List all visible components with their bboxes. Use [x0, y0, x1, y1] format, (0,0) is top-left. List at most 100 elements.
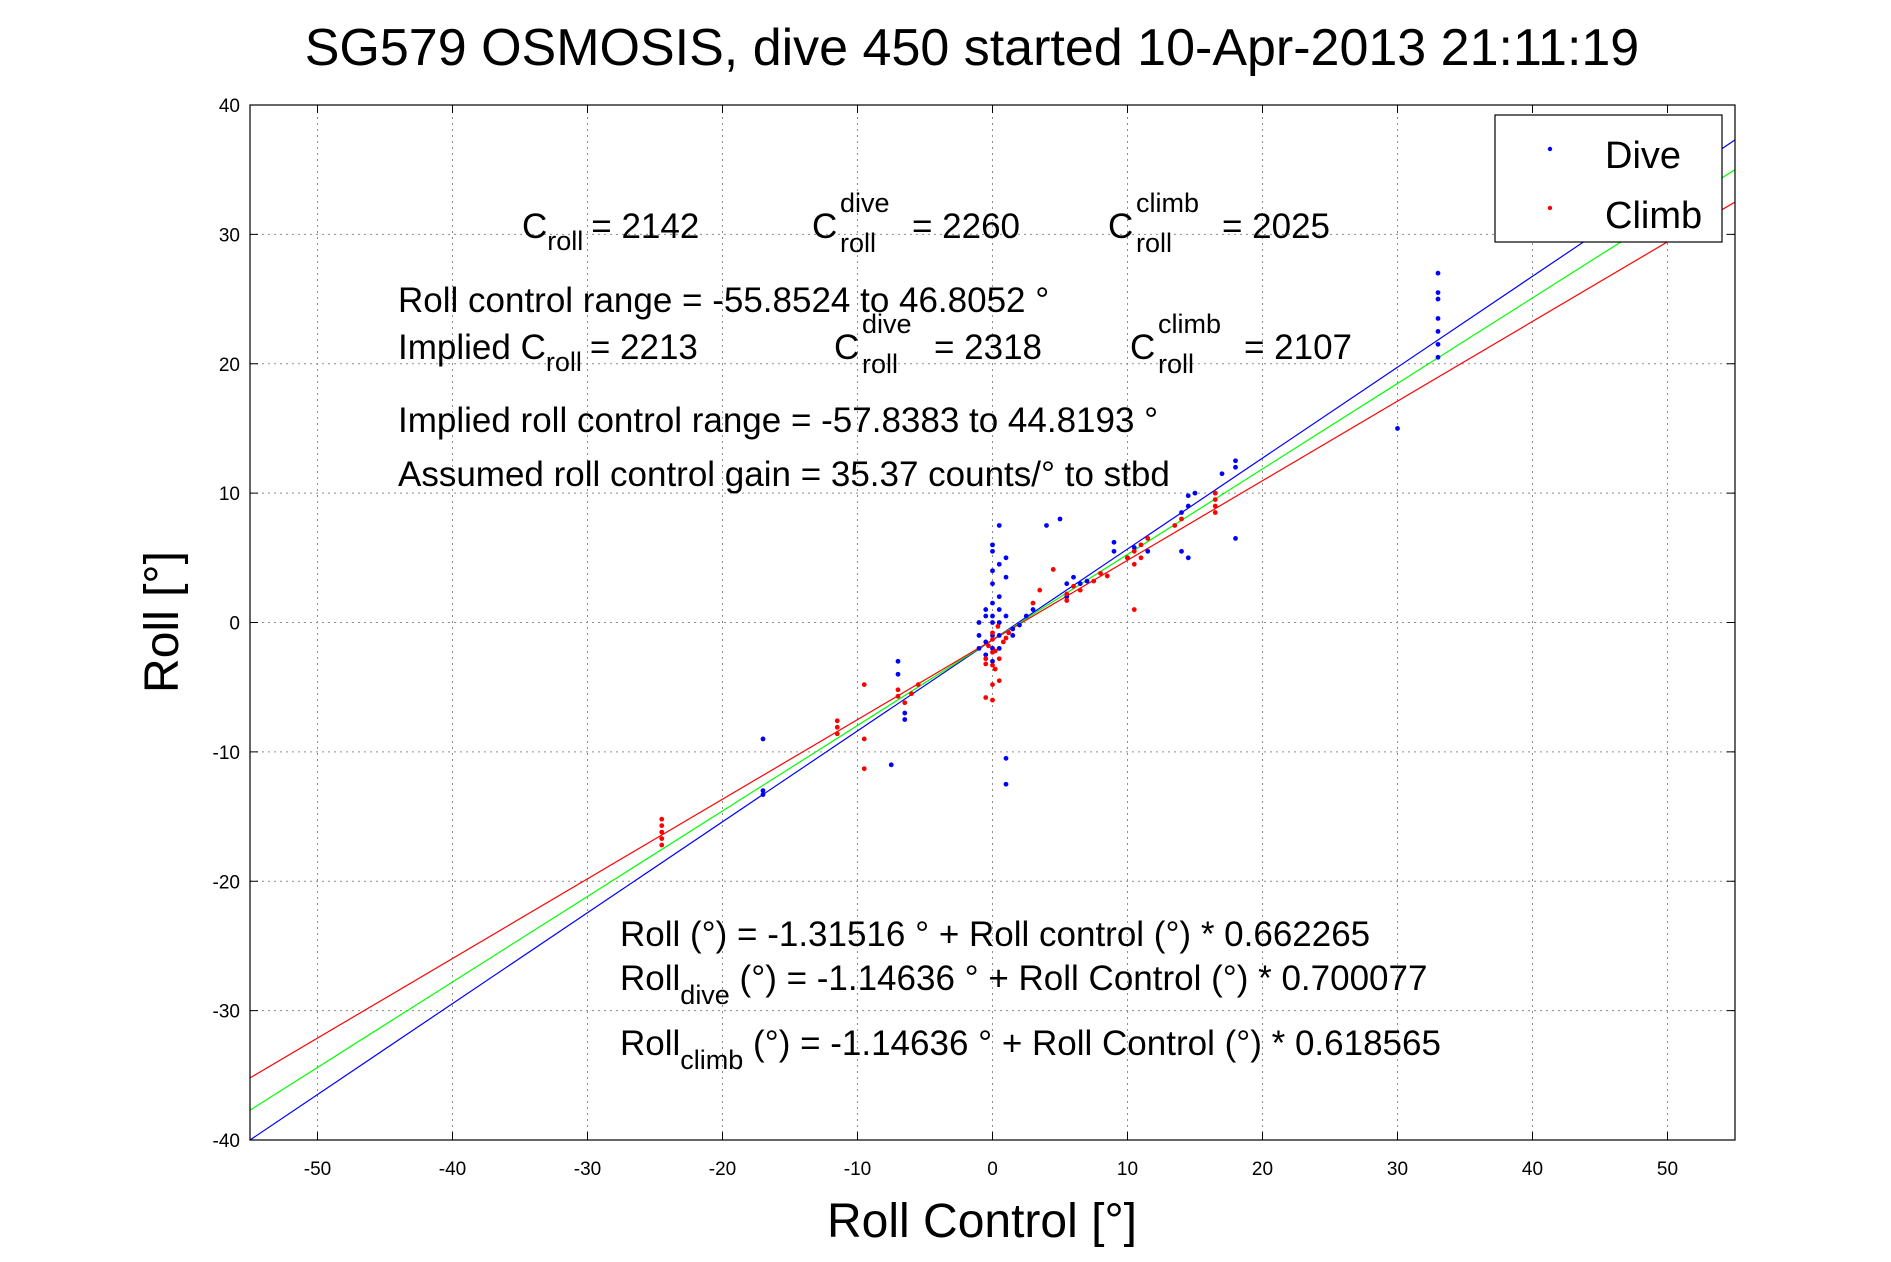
- implied-c-roll-dive-main: C: [834, 328, 859, 367]
- eq-climb-sub: climb: [680, 1045, 743, 1075]
- y-axis-label: Roll [°]: [136, 551, 189, 693]
- dive-point: [1003, 613, 1009, 619]
- x-tick-label: -10: [844, 1159, 871, 1180]
- climb-point: [915, 682, 921, 687]
- dive-point: [1179, 510, 1184, 515]
- climb-point: [659, 816, 665, 822]
- implied-c-roll-main: C: [521, 328, 546, 367]
- legend-box: [1494, 114, 1723, 243]
- dive-point: [990, 568, 995, 574]
- fit-equation-climb: Rollclimb (°) = -1.14636 ° + Roll Contro…: [620, 1024, 1441, 1075]
- c-roll-sub: roll: [547, 226, 583, 256]
- climb-point: [983, 695, 989, 700]
- c-roll-annotation: Croll = 2142: [522, 207, 699, 256]
- chart-title: SG579 OSMOSIS, dive 450 started 10-Apr-2…: [305, 19, 1639, 77]
- implied-c-roll-climb-main: C: [1130, 328, 1155, 367]
- climb-point: [1131, 561, 1137, 567]
- dive-point: [996, 633, 1002, 638]
- data-points: [659, 270, 1441, 848]
- y-tick-label: 30: [219, 225, 240, 246]
- dive-point: [1179, 548, 1184, 554]
- plot-frame: [249, 104, 1736, 1141]
- y-tick-label: 20: [219, 355, 240, 376]
- c-roll-value: = 2142: [591, 207, 699, 246]
- climb-point: [1064, 591, 1070, 597]
- dive-point: [990, 613, 995, 619]
- climb-point: [1212, 490, 1218, 496]
- climb-point: [1030, 600, 1036, 606]
- dive-point: [760, 788, 766, 794]
- dive-point: [1131, 545, 1137, 550]
- climb-point: [990, 630, 995, 636]
- dive-point: [760, 736, 766, 742]
- roll-control-range-text: Roll control range = -55.8524 to 46.8052…: [398, 281, 1049, 320]
- legend-climb-marker: [1547, 205, 1553, 211]
- dive-point: [1233, 458, 1238, 464]
- climb-point: [902, 700, 908, 706]
- dive-point: [1185, 555, 1191, 561]
- climb-point: [1000, 639, 1006, 645]
- climb-point: [996, 678, 1002, 684]
- implied-c-roll-sub: roll: [546, 347, 582, 377]
- implied-c-roll-annotation: Implied Croll = 2213: [398, 328, 698, 377]
- climb-point: [1037, 587, 1043, 593]
- dive-point: [990, 658, 995, 664]
- dive-point: [1064, 581, 1070, 587]
- x-tick-label: 0: [987, 1159, 998, 1180]
- climb-point: [986, 643, 991, 649]
- svg-text:Implied Croll= 2213: Implied Croll = 2213: [398, 328, 698, 377]
- dive-point: [1233, 536, 1238, 541]
- dive-point: [760, 792, 766, 797]
- climb-point: [1212, 497, 1218, 502]
- dive-point: [990, 581, 995, 587]
- legend-dive-label: Dive: [1605, 135, 1681, 177]
- dive-point: [983, 607, 989, 612]
- c-roll-dive-main: C: [812, 207, 837, 246]
- climb-point: [834, 724, 840, 730]
- dive-point: [1084, 578, 1090, 584]
- dive-point: [1010, 633, 1016, 638]
- dive-point: [983, 652, 989, 658]
- x-tick-label: -20: [709, 1159, 736, 1180]
- c-roll-dive-value: = 2260: [912, 207, 1020, 246]
- dive-point: [1435, 354, 1441, 360]
- fit-equation-all: Roll (°) = -1.31516 ° + Roll control (°)…: [620, 915, 1370, 954]
- dive-point: [996, 620, 1002, 625]
- implied-prefix: Implied: [398, 328, 521, 367]
- dive-point: [1030, 607, 1036, 612]
- x-tick-label: 50: [1657, 1159, 1678, 1180]
- climb-point: [1091, 578, 1097, 584]
- y-tick-label: 0: [229, 614, 240, 635]
- dive-point: [1071, 574, 1076, 580]
- climb-point: [895, 687, 901, 693]
- dive-point: [1003, 781, 1009, 787]
- implied-c-roll-dive-annotation: C dive roll = 2318: [834, 309, 1042, 379]
- dive-point: [1077, 581, 1083, 587]
- y-tick-label: -20: [213, 872, 240, 893]
- x-tick-label: -50: [304, 1159, 331, 1180]
- dive-point: [996, 645, 1002, 651]
- dive-point: [990, 542, 995, 548]
- climb-point: [1145, 536, 1151, 541]
- dive-point: [996, 607, 1002, 612]
- dive-point: [902, 710, 908, 716]
- dive-point: [1003, 555, 1009, 561]
- dive-point: [1111, 548, 1117, 554]
- climb-point: [861, 736, 867, 742]
- dive-point: [1185, 503, 1191, 509]
- dive-point: [1023, 613, 1029, 619]
- climb-point: [895, 693, 901, 699]
- y-tick-label: -30: [213, 1002, 240, 1023]
- implied-c-roll-climb-value: = 2107: [1244, 328, 1352, 367]
- implied-c-roll-climb-annotation: C climb roll = 2107: [1130, 309, 1352, 379]
- dive-point: [1003, 574, 1009, 580]
- climb-point: [1077, 587, 1083, 593]
- climb-point: [1138, 555, 1144, 561]
- eq-dive-rest: (°) = -1.14636 ° + Roll Control (°) * 0.…: [730, 959, 1428, 998]
- climb-point: [983, 656, 989, 662]
- fit-equation-dive: Rolldive (°) = -1.14636 ° + Roll Control…: [620, 959, 1427, 1010]
- x-tick-label: 20: [1252, 1159, 1273, 1180]
- dive-point: [996, 594, 1002, 600]
- dive-point: [976, 645, 982, 651]
- eq-climb-rest: (°) = -1.14636 ° + Roll Control (°) * 0.…: [743, 1024, 1441, 1063]
